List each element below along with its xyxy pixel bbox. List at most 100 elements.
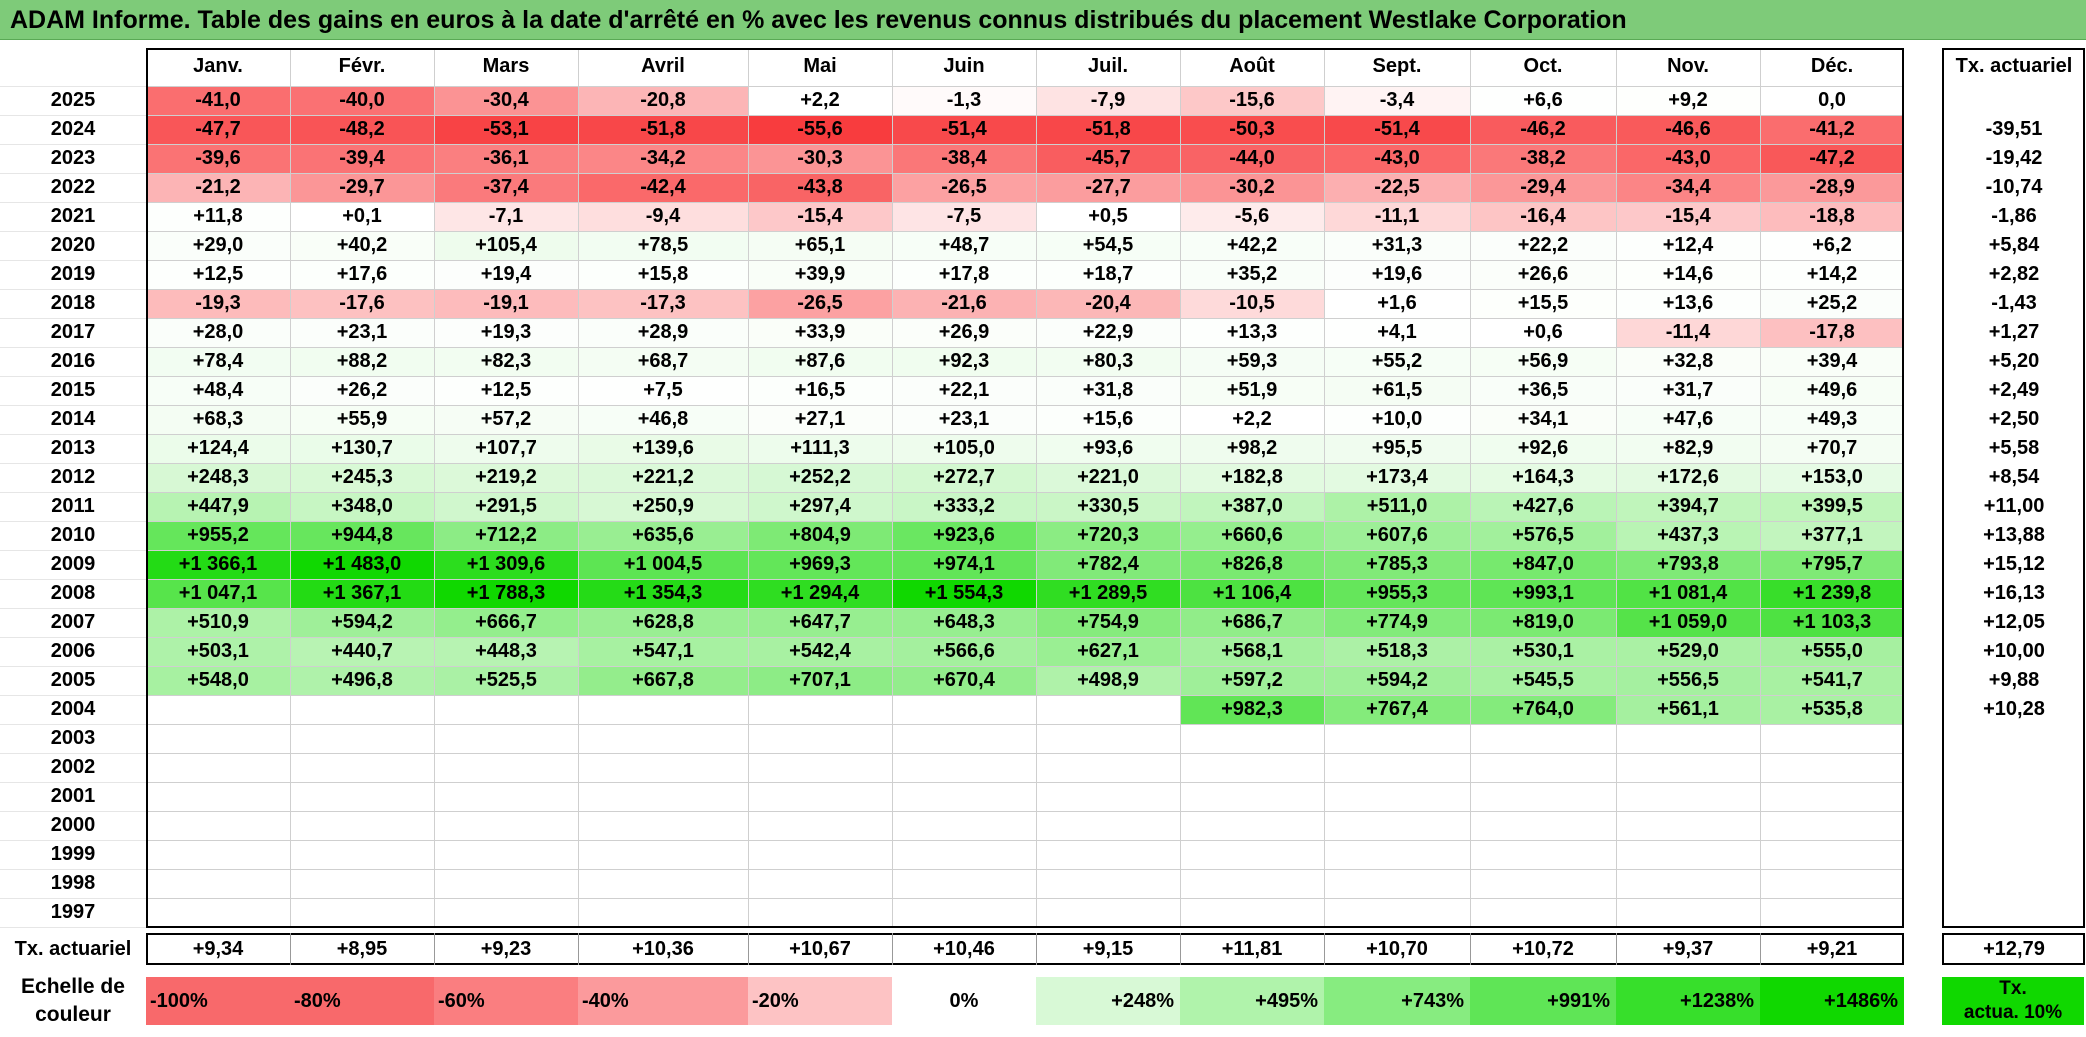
grid-line — [748, 933, 749, 965]
value-cell — [290, 898, 434, 927]
value-cell: +245,3 — [290, 463, 434, 492]
value-cell: +29,0 — [146, 231, 290, 260]
value-cell — [892, 898, 1036, 927]
year-label: 1999 — [50, 843, 96, 865]
value-cell — [434, 724, 578, 753]
scale-swatch: -80% — [290, 977, 434, 1025]
scale-swatch: +495% — [1180, 977, 1324, 1025]
grid-line — [0, 927, 146, 928]
value-cell: +78,5 — [578, 231, 748, 260]
year-label: 2005 — [50, 669, 96, 691]
value-cell: +173,4 — [1324, 463, 1470, 492]
value-cell: +105,4 — [434, 231, 578, 260]
grid-line — [0, 840, 146, 841]
value-cell: +496,8 — [290, 666, 434, 695]
value-cell — [748, 753, 892, 782]
year-label: 2004 — [50, 698, 96, 720]
value-cell: -30,2 — [1180, 173, 1324, 202]
value-cell: +785,3 — [1324, 550, 1470, 579]
value-cell: -43,0 — [1616, 144, 1760, 173]
grid-line — [290, 933, 291, 965]
value-cell: +597,2 — [1180, 666, 1324, 695]
value-cell: +31,3 — [1324, 231, 1470, 260]
value-cell: +399,5 — [1760, 492, 1904, 521]
value-cell: +635,6 — [578, 521, 748, 550]
footer-value: +9,37 — [1662, 937, 1714, 960]
grid-line — [0, 115, 146, 116]
grid-line — [434, 933, 435, 965]
value-cell — [434, 840, 578, 869]
value-cell: +32,8 — [1616, 347, 1760, 376]
value-cell — [1180, 782, 1324, 811]
value-cell: +23,1 — [290, 318, 434, 347]
value-cell — [578, 898, 748, 927]
value-cell: +15,6 — [1036, 405, 1180, 434]
year-label: 2016 — [50, 350, 96, 372]
month-header: Avril — [641, 54, 685, 77]
value-cell: +993,1 — [1470, 579, 1616, 608]
actuarial-header: Tx. actuariel — [1955, 54, 2073, 77]
value-cell — [1324, 898, 1470, 927]
value-cell: +42,2 — [1180, 231, 1324, 260]
grid-line — [146, 608, 1904, 609]
value-cell — [1324, 782, 1470, 811]
value-cell: +105,0 — [892, 434, 1036, 463]
value-cell — [146, 695, 290, 724]
grid-line — [0, 231, 146, 232]
month-header: Sept. — [1372, 54, 1422, 77]
grid-line — [578, 933, 579, 965]
value-cell: -46,6 — [1616, 115, 1760, 144]
grid-line — [1470, 933, 1471, 965]
scale-swatch-line: Tx. — [1999, 978, 2027, 999]
value-cell: +98,2 — [1180, 434, 1324, 463]
grid-line — [0, 492, 146, 493]
grid-line — [146, 492, 1904, 493]
value-cell: +12,5 — [434, 376, 578, 405]
grid-line — [1470, 48, 1471, 927]
grid-line — [146, 260, 1904, 261]
value-cell: +26,2 — [290, 376, 434, 405]
value-cell — [434, 869, 578, 898]
footer-value: +9,21 — [1806, 937, 1858, 960]
value-cell: +14,2 — [1760, 260, 1904, 289]
year-label: 2009 — [50, 553, 96, 575]
value-cell: -7,5 — [892, 202, 1036, 231]
year-label: 2023 — [50, 147, 96, 169]
grid-line — [0, 550, 146, 551]
value-cell: +2,2 — [748, 86, 892, 115]
value-cell: -48,2 — [290, 115, 434, 144]
value-cell — [1036, 695, 1180, 724]
value-cell — [146, 811, 290, 840]
grid-line — [1616, 48, 1617, 927]
value-cell: +26,6 — [1470, 260, 1616, 289]
value-cell — [1180, 753, 1324, 782]
grid-line — [146, 637, 1904, 638]
year-label: 1997 — [50, 901, 96, 923]
grid-line — [146, 898, 1904, 899]
grid-line — [146, 463, 1904, 464]
value-cell: +518,3 — [1324, 637, 1470, 666]
value-cell: +447,9 — [146, 492, 290, 521]
value-cell: +27,1 — [748, 405, 892, 434]
value-cell: -29,4 — [1470, 173, 1616, 202]
month-header: Juin — [943, 54, 985, 77]
footer-value: +10,36 — [632, 937, 694, 960]
value-cell: +153,0 — [1760, 463, 1904, 492]
value-cell — [748, 811, 892, 840]
value-cell — [1760, 869, 1904, 898]
value-cell: -40,0 — [290, 86, 434, 115]
value-cell: +555,0 — [1760, 637, 1904, 666]
value-cell — [1036, 782, 1180, 811]
value-cell: +55,9 — [290, 405, 434, 434]
value-cell: +221,2 — [578, 463, 748, 492]
value-cell: +221,0 — [1036, 463, 1180, 492]
value-cell: +955,2 — [146, 521, 290, 550]
month-header: Juil. — [1087, 54, 1128, 77]
value-cell — [892, 724, 1036, 753]
value-cell: -7,9 — [1036, 86, 1180, 115]
grid-line — [892, 48, 893, 927]
month-header: Août — [1229, 54, 1275, 77]
value-cell: +6,2 — [1760, 231, 1904, 260]
value-cell: -34,2 — [578, 144, 748, 173]
grid-line — [1180, 48, 1181, 927]
